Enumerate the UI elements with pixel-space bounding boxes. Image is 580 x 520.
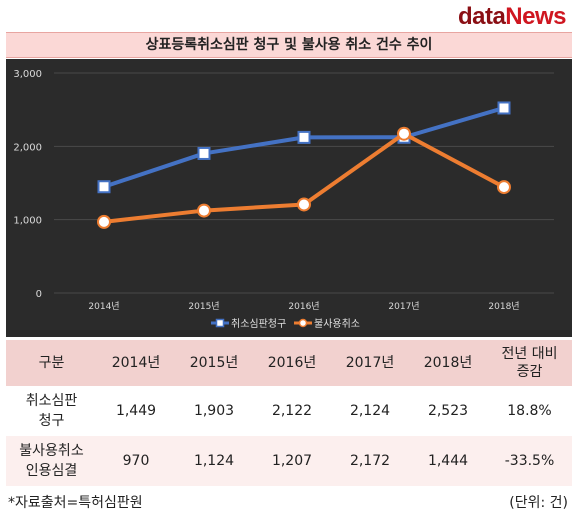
table-row: 불사용취소 인용심결 970 1,124 1,207 2,172 1,444 -… xyxy=(6,436,572,486)
header-cell-2018: 2018년 xyxy=(409,340,487,386)
header-cell-change: 전년 대비 증감 xyxy=(487,340,572,386)
change-cell: 18.8% xyxy=(487,386,572,436)
brand-logo: dataNews xyxy=(457,3,567,30)
data-point xyxy=(197,146,211,160)
table-cell: 2,124 xyxy=(331,386,409,436)
chart-svg: 0 1,000 2,000 3,000 2014년 2015년 2016년 2017년 2018… xyxy=(13,69,554,330)
table-cell: 1,449 xyxy=(97,386,175,436)
table-header-row: 구분 2014년 2015년 2016년 2017년 2018년 전년 대비 증… xyxy=(6,340,572,386)
row-label: 불사용취소 인용심결 xyxy=(6,436,97,486)
table-cell: 1,207 xyxy=(253,436,331,486)
y-tick-label: 2,000 xyxy=(13,142,42,153)
table-cell: 1,444 xyxy=(409,436,487,486)
data-point xyxy=(97,214,111,229)
legend-label: 취소심판청구 xyxy=(231,318,286,330)
header-cell-2017: 2017년 xyxy=(331,340,409,386)
legend-marker xyxy=(298,318,308,328)
table-cell: 1,124 xyxy=(175,436,253,486)
table-cell: 970 xyxy=(97,436,175,486)
data-table: 구분 2014년 2015년 2016년 2017년 2018년 전년 대비 증… xyxy=(6,340,572,486)
data-point xyxy=(497,180,511,195)
source-note: *자료출처=특허심판원 xyxy=(8,495,143,511)
change-cell: -33.5% xyxy=(487,436,572,486)
x-tick-label: 2015년 xyxy=(188,301,219,312)
series-line-1 xyxy=(102,105,506,189)
legend-marker xyxy=(215,318,225,328)
table-cell: 2,172 xyxy=(331,436,409,486)
y-tick-label: 3,000 xyxy=(13,69,42,80)
data-point xyxy=(97,180,111,194)
line-chart: 0 1,000 2,000 3,000 2014년 2015년 2016년 2017년 2018… xyxy=(6,59,572,337)
header-cell-2014: 2014년 xyxy=(97,340,175,386)
table-cell: 2,122 xyxy=(253,386,331,436)
data-point xyxy=(497,101,511,115)
x-tick-label: 2018년 xyxy=(488,301,519,312)
data-point xyxy=(297,197,311,212)
unit-note: (단위: 건) xyxy=(509,495,568,511)
data-point xyxy=(397,126,411,141)
header-cell-2015: 2015년 xyxy=(175,340,253,386)
x-tick-label: 2017년 xyxy=(388,301,419,312)
table-row: 취소심판 청구 1,449 1,903 2,122 2,124 2,523 18… xyxy=(6,386,572,436)
y-tick-label: 0 xyxy=(36,289,42,300)
data-point xyxy=(197,203,211,218)
header-cell-2016: 2016년 xyxy=(253,340,331,386)
y-tick-label: 1,000 xyxy=(13,216,42,227)
row-label: 취소심판 청구 xyxy=(6,386,97,436)
chart-title: 상표등록취소심판 청구 및 불사용 취소 건수 추이 xyxy=(6,32,572,58)
x-tick-label: 2014년 xyxy=(88,301,119,312)
legend-label: 불사용취소 xyxy=(314,318,360,330)
header-cell-category: 구분 xyxy=(6,340,97,386)
x-tick-label: 2016년 xyxy=(288,301,319,312)
data-point xyxy=(297,130,311,144)
table-cell: 2,523 xyxy=(409,386,487,436)
table-cell: 1,903 xyxy=(175,386,253,436)
